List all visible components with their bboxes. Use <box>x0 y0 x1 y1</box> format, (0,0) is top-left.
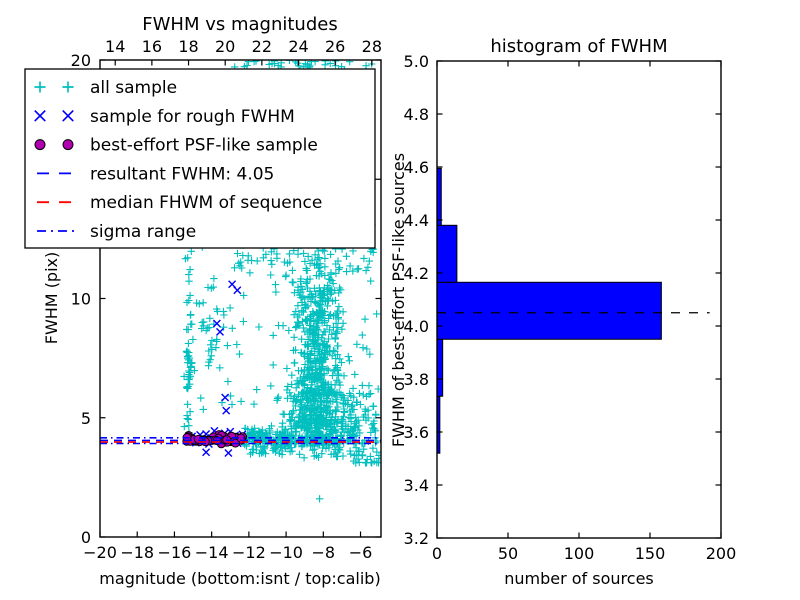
histogram-bar <box>437 224 458 283</box>
legend-box <box>24 68 376 249</box>
legend: all sample sample for rough FWHM best-effo… <box>24 68 376 249</box>
right-y-tick-label: 4.2 <box>404 264 429 283</box>
right-plot-ticks: 0 50 100 150 200 3.2 3.4 3.6 3.8 4.0 4.2 4.4 4.6 4.8 5… <box>404 52 737 563</box>
left-x-top-tick-label: 28 <box>362 37 382 56</box>
left-x-bottom-tick-label: −10 <box>269 543 303 562</box>
left-x-bottom-tick-label: −16 <box>158 543 192 562</box>
legend-item-2: best-effort PSF-like sample <box>34 136 318 156</box>
legend-item-label: median FHWM of sequence <box>90 193 322 213</box>
legend-item-5: sigma range <box>37 222 196 242</box>
legend-rows: all sample sample for rough FWHM best-effo… <box>33 78 322 242</box>
right-x-tick-label: 100 <box>564 544 595 563</box>
scatter-circle-icon <box>34 139 46 151</box>
right-y-tick-label: 3.6 <box>404 423 429 442</box>
right-y-tick-label: 5.0 <box>404 52 429 71</box>
left-x-top-tick-label: 24 <box>288 37 308 56</box>
right-y-tick-label: 3.4 <box>404 476 429 495</box>
right-y-tick-label: 4.0 <box>404 317 429 336</box>
left-y-tick-label: 10 <box>71 290 91 309</box>
left-x-top-tick-label: 22 <box>252 37 272 56</box>
left-x-bottom-tick-label: −18 <box>120 543 154 562</box>
right-x-tick-label: 200 <box>706 544 737 563</box>
left-plot-title: FWHM vs magnitudes <box>142 14 337 35</box>
legend-item-label: resultant FWHM: 4.05 <box>90 164 274 184</box>
left-x-top-tick-label: 20 <box>215 37 235 56</box>
left-y-tick-label: 0 <box>81 528 91 547</box>
right-y-tick-label: 4.4 <box>404 211 429 230</box>
histogram-bar <box>437 167 442 226</box>
legend-item-3: resultant FWHM: 4.05 <box>37 164 274 184</box>
legend-item-label: sample for rough FWHM <box>90 107 295 127</box>
legend-item-1: sample for rough FWHM <box>33 107 295 127</box>
right-y-tick-label: 3.2 <box>404 529 429 548</box>
legend-item-label: best-effort PSF-like sample <box>90 136 318 156</box>
legend-item-label: sigma range <box>90 222 196 242</box>
histogram-bar <box>437 338 444 397</box>
right-plot-ylabel: FWHM of best-effort PSF-like sources <box>389 153 408 447</box>
right-x-tick-label: 0 <box>432 544 442 563</box>
hline-sigma-range <box>100 436 381 445</box>
left-x-bottom-tick-label: −20 <box>83 543 117 562</box>
left-x-bottom-tick-label: −14 <box>195 543 229 562</box>
right-y-tick-label: 4.6 <box>404 158 429 177</box>
left-x-top-tick-label: 16 <box>142 37 162 56</box>
right-x-tick-label: 50 <box>498 544 518 563</box>
left-x-bottom-tick-label: −6 <box>349 543 373 562</box>
scatter-circle-icon <box>62 139 74 151</box>
legend-item-0: all sample <box>33 78 177 98</box>
left-plot-xlabel: magnitude (bottom:isnt / top:calib) <box>99 569 380 588</box>
left-plot-ylabel: FWHM (pix) <box>42 252 61 345</box>
right-plot-title: histogram of FWHM <box>490 36 667 57</box>
right-plot-xlabel: number of sources <box>504 569 654 588</box>
left-x-bottom-tick-label: −12 <box>232 543 266 562</box>
left-x-bottom-tick-label: −8 <box>312 543 336 562</box>
left-x-top-tick-label: 18 <box>178 37 198 56</box>
left-plot-reference-lines <box>100 436 381 445</box>
histogram-bar <box>437 281 662 340</box>
left-x-top-tick-label: 26 <box>325 37 345 56</box>
right-plot: 0 50 100 150 200 3.2 3.4 3.6 3.8 4.0 4.2 4.4 4.6 4.8 5… <box>389 36 736 588</box>
left-y-tick-label: 20 <box>71 51 91 70</box>
right-y-tick-label: 3.8 <box>404 370 429 389</box>
legend-item-label: all sample <box>90 78 177 98</box>
legend-item-4: median FHWM of sequence <box>37 193 322 213</box>
right-y-tick-label: 4.8 <box>404 105 429 124</box>
right-plot-histogram-bars <box>437 167 662 454</box>
left-y-tick-label: 5 <box>81 409 91 428</box>
left-x-top-tick-label: 14 <box>105 37 125 56</box>
right-x-tick-label: 150 <box>635 544 666 563</box>
